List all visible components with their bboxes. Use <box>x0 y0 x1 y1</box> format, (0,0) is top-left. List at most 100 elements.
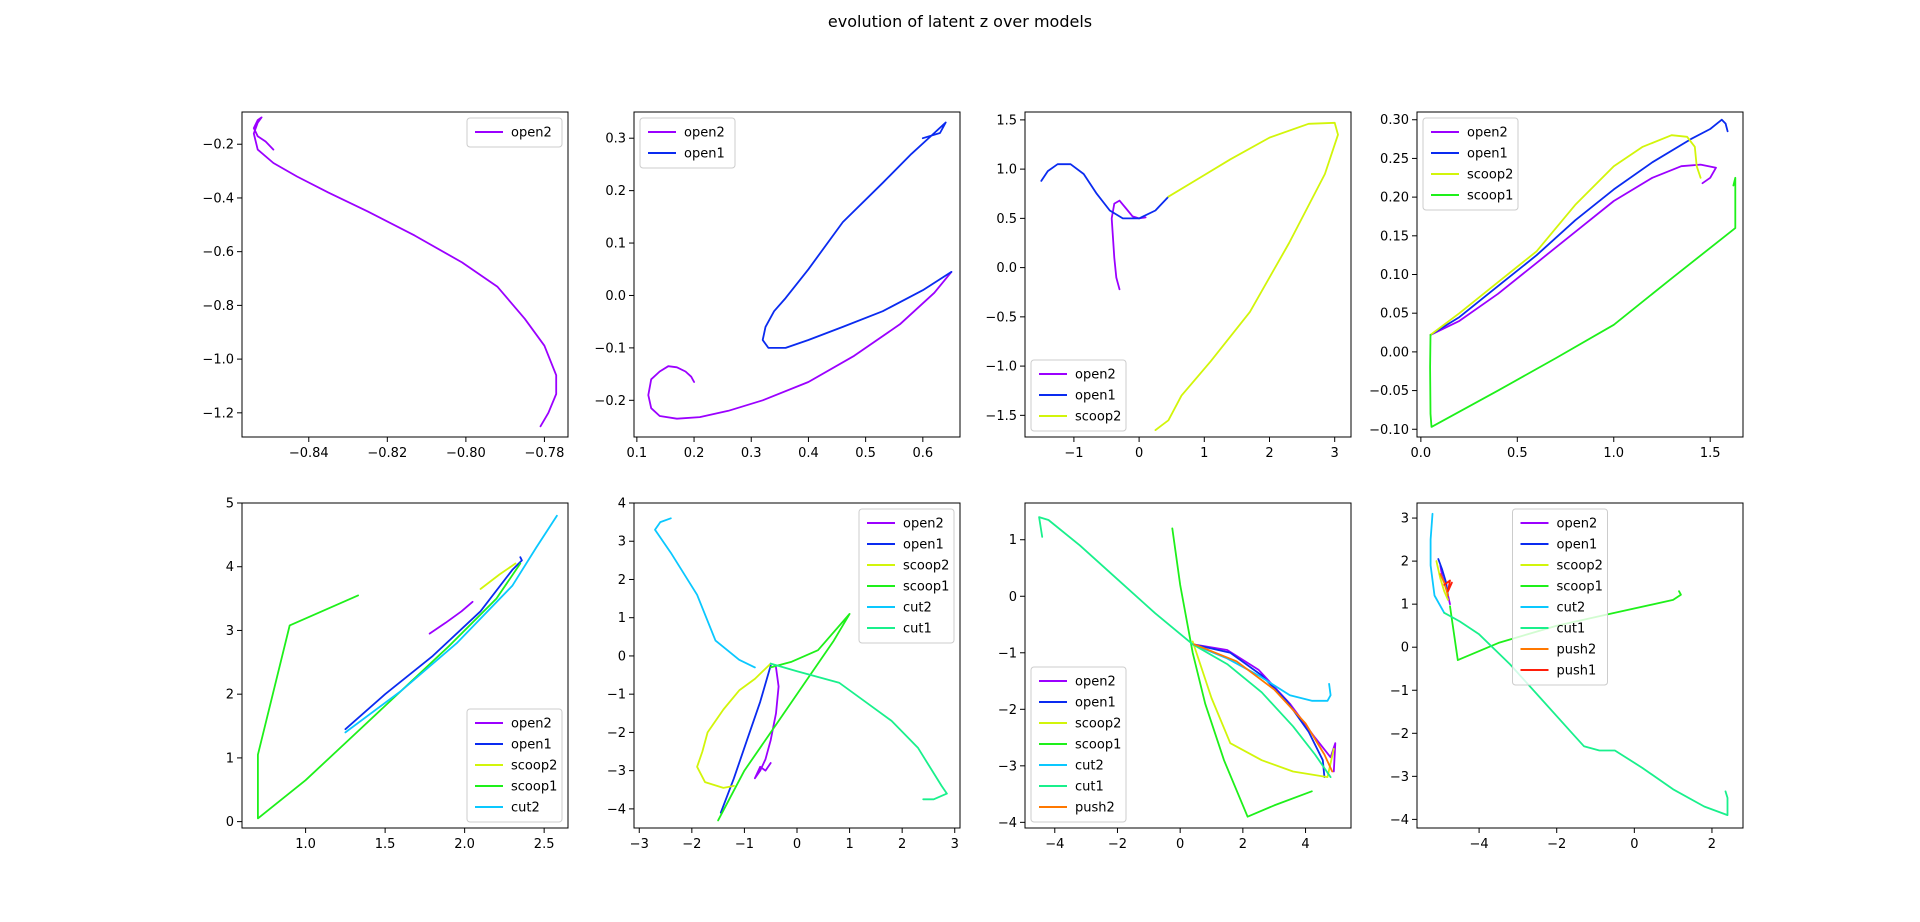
x-tick: −4 <box>1045 828 1064 852</box>
series-line-scoop2 <box>1435 560 1449 601</box>
y-tick: −3 <box>998 759 1025 774</box>
legend-label: open2 <box>511 717 552 732</box>
y-tick-label: −1 <box>607 688 626 703</box>
y-tick-label: −4 <box>998 816 1017 831</box>
x-tick-label: 0.5 <box>855 446 876 461</box>
y-tick: 0 <box>1401 641 1417 656</box>
legend: open2 open1 scoop2 scoop1 cut2 cut1 push2 <box>1030 666 1127 823</box>
y-tick: −1 <box>998 646 1025 661</box>
y-tick: −4 <box>607 802 634 817</box>
chart-panel-5: 1.0 1.5 2.0 2.5 5 4 3 2 1 0 open2 open1 scoop2 scoop1… <box>226 497 569 852</box>
y-tick: 2 <box>1401 555 1417 570</box>
y-tick: −0.1 <box>594 341 634 356</box>
x-tick-label: −4 <box>1470 837 1489 852</box>
y-tick-label: −1.0 <box>202 353 234 368</box>
x-tick-label: 1.0 <box>1603 446 1624 461</box>
x-tick: −0.80 <box>446 437 486 461</box>
legend-box <box>639 117 736 169</box>
x-tick: 0 <box>1630 828 1638 852</box>
y-tick-label: 4 <box>226 560 234 575</box>
series-line-cut2 <box>1191 643 1332 702</box>
legend-label: scoop2 <box>1557 559 1603 574</box>
axes-frame <box>633 111 961 438</box>
legend: open2 open1 scoop2 scoop1 cut2 <box>466 708 563 823</box>
y-tick-label: −0.5 <box>985 310 1017 325</box>
x-tick: 2.0 <box>454 828 475 852</box>
series-line-cut1 <box>1038 516 1332 778</box>
x-tick-label: 0.1 <box>627 446 648 461</box>
y-tick-label: 0.0 <box>996 261 1017 276</box>
y-tick-label: −3 <box>998 759 1017 774</box>
y-tick-label: 0.00 <box>1380 345 1409 360</box>
x-tick-label: 0.4 <box>798 446 819 461</box>
y-tick: 0.10 <box>1380 268 1417 283</box>
y-tick-label: −2 <box>998 703 1017 718</box>
series-line-push1 <box>1443 579 1453 593</box>
y-tick: 0.5 <box>996 212 1025 227</box>
y-tick-label: −0.1 <box>594 341 626 356</box>
y-tick-label: 4 <box>618 497 626 512</box>
y-tick-label: 0.10 <box>1380 268 1409 283</box>
legend-label: cut1 <box>903 622 932 637</box>
series-line-cut1 <box>769 662 948 801</box>
axes-frame <box>241 111 569 438</box>
x-tick-label: 3 <box>1331 446 1339 461</box>
legend-entry-scoop1: scoop1 <box>867 580 949 595</box>
y-tick: 3 <box>618 535 634 550</box>
x-tick-label: 0.3 <box>741 446 762 461</box>
legend-label: cut2 <box>1075 759 1104 774</box>
legend-entry-scoop1: scoop1 <box>1520 580 1603 595</box>
y-tick: 5 <box>226 497 242 512</box>
y-tick-label: 0.1 <box>605 237 626 252</box>
legend-label: open1 <box>1467 147 1508 162</box>
axes-frame <box>1416 502 1744 829</box>
legend-entry-scoop2: scoop2 <box>1039 410 1121 425</box>
chart-panel-8: −4 −2 0 2 3 2 1 0 −1 −2 −3 −4 open2 open1 scoop2 scoop1… <box>1390 502 1744 852</box>
x-tick-label: 0.2 <box>684 446 705 461</box>
y-tick-label: −1 <box>1390 684 1409 699</box>
x-tick-label: 2 <box>898 837 906 852</box>
legend-label: scoop2 <box>1075 410 1121 425</box>
x-tick: 1.0 <box>295 828 316 852</box>
y-tick: 0.0 <box>605 289 634 304</box>
legend-entry-open1: open1 <box>1039 389 1116 404</box>
legend: open2 open1 scoop2 scoop1 cut2 cut1 push2 push1 <box>1512 508 1608 686</box>
x-tick: 1.5 <box>1700 437 1721 461</box>
x-tick-label: 0.5 <box>1507 446 1528 461</box>
x-tick-label: 1.5 <box>375 837 396 852</box>
y-tick-label: 0 <box>1401 641 1409 656</box>
y-tick: 0 <box>226 815 242 830</box>
series-line-push2 <box>1439 573 1449 597</box>
y-tick-label: 0 <box>618 649 626 664</box>
y-tick-label: 2 <box>618 573 626 588</box>
x-tick: 0 <box>1176 828 1184 852</box>
y-tick: 1 <box>1401 598 1417 613</box>
y-tick: −0.2 <box>594 394 634 409</box>
y-tick: 1.5 <box>996 113 1025 128</box>
y-tick: −0.05 <box>1369 384 1417 399</box>
series-group <box>647 121 953 420</box>
series-line-open1 <box>761 121 953 349</box>
x-tick-label: 0 <box>1630 837 1638 852</box>
series-line-open2 <box>647 270 953 420</box>
series-line-cut2 <box>344 514 558 734</box>
series-line-open2 <box>1110 199 1147 291</box>
legend-entry-scoop1: scoop1 <box>1431 189 1513 204</box>
chart-panel-6: −3 −2 −1 0 1 2 3 4 3 2 1 0 −1 −2 −3 −4 open2 open1 scoop2 s… <box>607 497 961 852</box>
y-tick-label: 0.0 <box>605 289 626 304</box>
legend: open2 open1 scoop2 <box>1030 359 1127 432</box>
legend-label: open1 <box>903 538 944 553</box>
legend-label: push1 <box>1557 664 1597 679</box>
legend-entry-open1: open1 <box>648 147 725 162</box>
legend: open2 open1 scoop2 scoop1 <box>1422 117 1519 211</box>
y-tick-label: 0 <box>1009 590 1017 605</box>
y-tick-label: 2 <box>1401 555 1409 570</box>
y-tick-label: −0.8 <box>202 299 234 314</box>
y-tick-label: 0.30 <box>1380 113 1409 128</box>
figure-title: evolution of latent z over models <box>827 12 1093 31</box>
x-tick-label: 2.0 <box>454 837 475 852</box>
x-tick: −1 <box>1064 437 1083 461</box>
y-tick: −1 <box>1390 684 1417 699</box>
series-line-scoop2 <box>696 662 772 789</box>
legend-label: scoop1 <box>1557 580 1603 595</box>
